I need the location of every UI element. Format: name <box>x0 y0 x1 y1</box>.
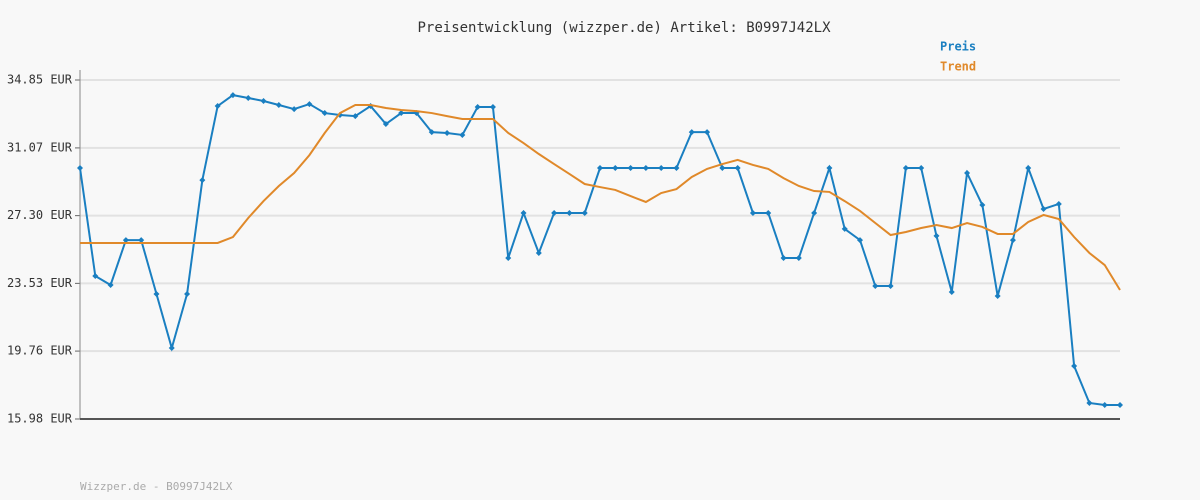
point <box>749 209 756 216</box>
point <box>551 209 558 216</box>
point <box>872 283 879 290</box>
point <box>398 110 405 117</box>
point <box>1040 205 1047 212</box>
point <box>321 110 328 117</box>
point <box>811 209 818 216</box>
point <box>642 165 649 172</box>
point <box>306 101 313 108</box>
y-tick-label: 34.85 EUR <box>7 73 73 87</box>
point <box>673 165 680 172</box>
point <box>1117 401 1123 408</box>
point <box>107 281 114 288</box>
point <box>948 288 955 295</box>
point <box>168 345 175 352</box>
point <box>612 165 619 172</box>
chart-title: Preisentwicklung (wizzper.de) Artikel: B… <box>417 20 831 36</box>
point <box>1101 401 1108 408</box>
point <box>444 129 451 136</box>
point <box>245 94 252 101</box>
point <box>933 232 940 239</box>
point <box>92 272 99 279</box>
point <box>1025 165 1032 172</box>
point <box>841 225 848 232</box>
point <box>887 283 894 290</box>
point <box>780 255 787 262</box>
point <box>918 165 925 172</box>
point <box>1009 237 1016 244</box>
point <box>994 292 1001 299</box>
y-tick-label: 27.30 EUR <box>7 208 73 222</box>
legend-label: Trend <box>940 60 976 74</box>
point <box>77 165 83 172</box>
point <box>857 237 863 244</box>
legend-label: Preis <box>940 40 976 54</box>
point <box>520 209 527 216</box>
point <box>260 98 267 105</box>
point <box>902 165 909 172</box>
point <box>428 129 435 136</box>
point <box>979 202 986 209</box>
point <box>153 290 160 297</box>
point <box>535 250 542 257</box>
point <box>291 106 298 113</box>
point <box>581 209 588 216</box>
footer: Wizzper.de - B0997J42LX <box>80 480 233 493</box>
point <box>229 92 236 99</box>
point <box>489 103 496 110</box>
y-tick-label: 15.98 EUR <box>7 412 73 426</box>
y-tick-label: 19.76 EUR <box>7 344 73 358</box>
point <box>964 170 971 177</box>
point <box>138 237 145 244</box>
point <box>688 129 695 136</box>
point <box>122 237 129 244</box>
point <box>474 103 481 110</box>
point <box>352 113 359 120</box>
point <box>214 103 221 110</box>
point <box>597 165 603 172</box>
point <box>382 121 389 128</box>
point <box>826 165 833 172</box>
point <box>795 255 802 262</box>
point <box>719 165 726 172</box>
point <box>459 131 466 138</box>
point <box>1071 363 1078 370</box>
point <box>627 165 634 172</box>
point <box>199 177 206 184</box>
point <box>275 101 282 108</box>
point <box>184 290 191 297</box>
y-tick-label: 23.53 EUR <box>7 276 73 290</box>
point <box>734 165 741 172</box>
point <box>505 255 512 262</box>
line-1 <box>80 103 1121 291</box>
point <box>704 129 711 136</box>
point <box>1055 200 1062 207</box>
point <box>1086 400 1093 407</box>
point <box>566 209 573 216</box>
point <box>765 209 772 216</box>
y-tick-label: 31.07 EUR <box>7 140 73 154</box>
point <box>658 165 665 172</box>
